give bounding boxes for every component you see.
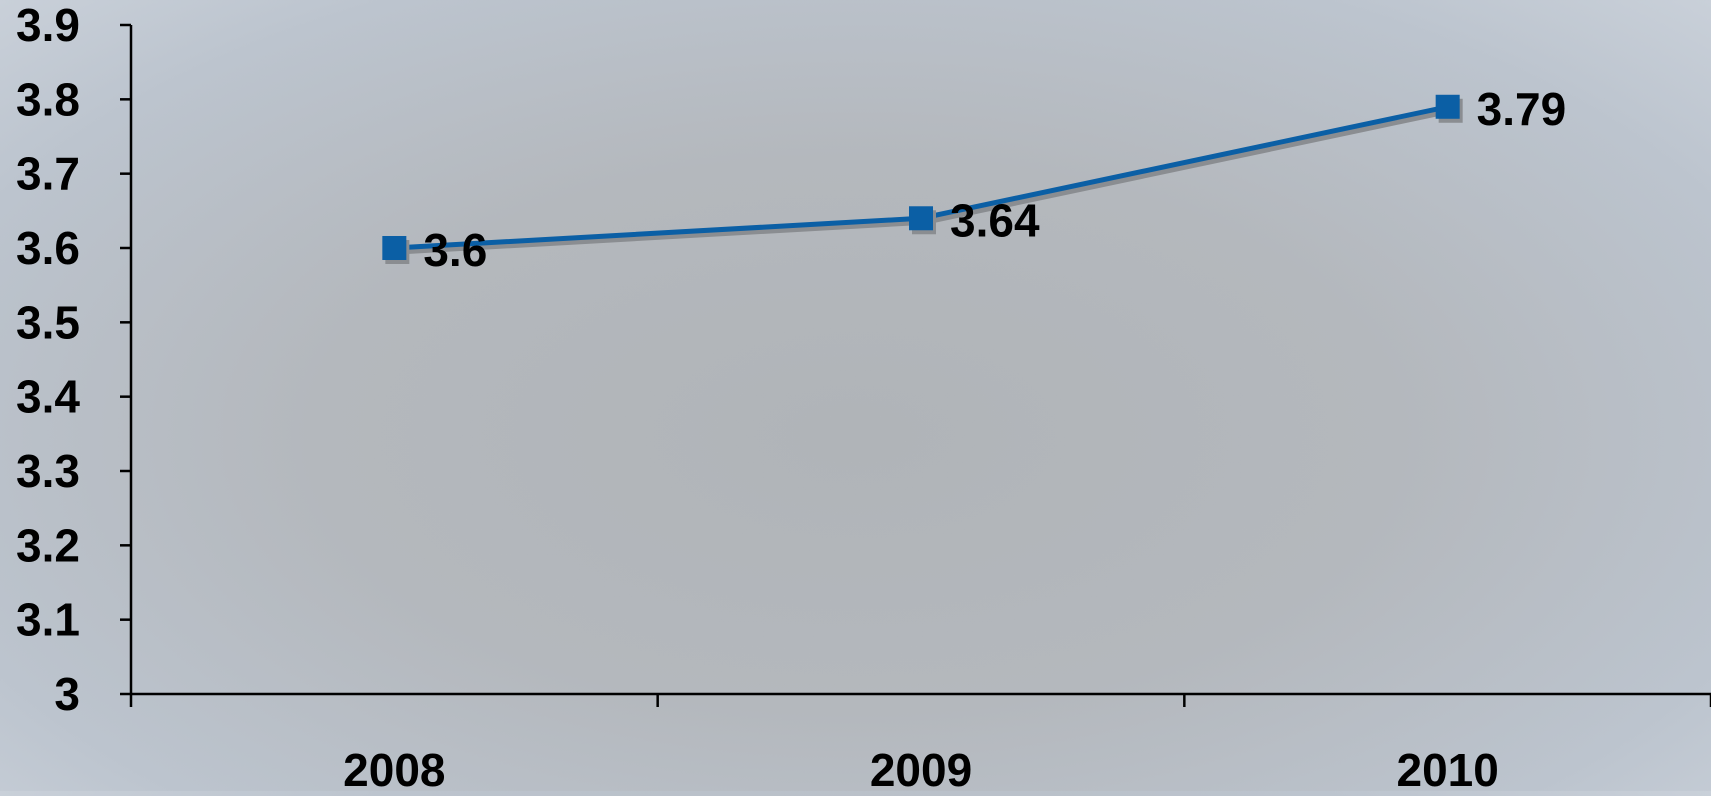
y-tick-label: 3.1 — [16, 594, 80, 646]
data-point-marker — [382, 236, 407, 260]
data-label: 3.64 — [950, 194, 1040, 246]
y-tick-label: 3.5 — [16, 296, 80, 348]
x-tick-label: 2010 — [1396, 744, 1498, 791]
series-layer — [382, 94, 1463, 264]
data-labels-layer: 3.6 3.64 3.79 — [423, 83, 1566, 276]
data-point-marker — [909, 206, 933, 231]
y-tick-label: 3.8 — [16, 73, 80, 125]
y-tick-label: 3.7 — [16, 148, 80, 200]
data-label: 3.6 — [423, 224, 487, 276]
data-point-marker — [1435, 94, 1460, 119]
x-tick-label: 2009 — [870, 744, 972, 791]
y-axis-ticks: 3 3.1 3.2 3.3 3.4 3.5 3.6 3.7 3.8 3.9 — [16, 0, 131, 720]
chart-axes — [129, 25, 1711, 696]
y-tick-label: 3.4 — [16, 371, 80, 423]
data-label: 3.79 — [1477, 83, 1567, 135]
y-tick-label: 3.6 — [16, 222, 80, 274]
x-tick-label: 2008 — [343, 744, 445, 791]
y-tick-label: 3.3 — [16, 445, 80, 497]
y-tick-label: 3.9 — [16, 0, 80, 51]
y-tick-label: 3.2 — [16, 519, 80, 571]
x-axis-ticks: 2008 2009 2010 — [129, 694, 1711, 796]
y-tick-label: 3 — [54, 668, 80, 720]
